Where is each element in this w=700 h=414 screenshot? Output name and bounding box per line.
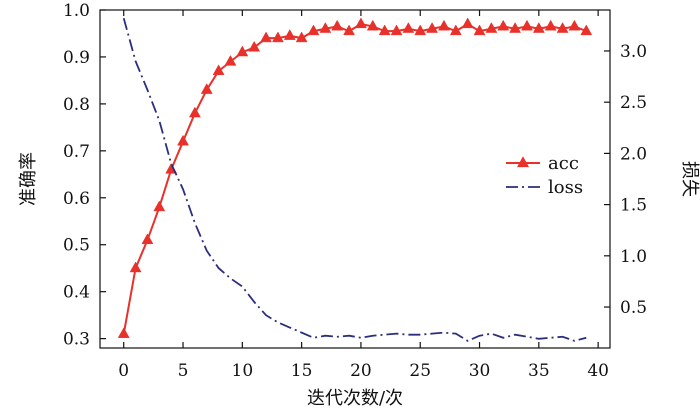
series-line-loss (122, 17, 587, 342)
y2-tick-label: 3.0 (620, 42, 647, 62)
data-point-acc (236, 45, 249, 57)
data-point-acc (355, 17, 367, 29)
plot-frame (99, 9, 611, 349)
y-tick-label: 1.0 (63, 1, 90, 21)
data-point-acc (153, 200, 166, 212)
data-point-acc (200, 83, 213, 94)
y-tick-label: 0.9 (63, 48, 90, 68)
data-point-acc (521, 19, 533, 31)
data-point-acc (331, 19, 344, 31)
x-tick-label: 35 (528, 361, 550, 381)
y2-tick-label: 1.0 (620, 247, 647, 267)
data-point-acc (473, 24, 486, 36)
y-tick-label: 0.3 (63, 330, 90, 350)
data-point-acc (378, 24, 391, 36)
data-point-acc (224, 54, 237, 66)
x-tick-label: 20 (350, 361, 372, 381)
data-point-acc (343, 24, 355, 36)
data-point-acc (319, 22, 332, 33)
data-point-acc (141, 233, 154, 245)
data-point-acc (117, 327, 130, 338)
data-point-acc (283, 29, 296, 40)
data-point-acc (485, 22, 498, 33)
data-point-acc (366, 19, 379, 31)
data-point-acc (402, 22, 415, 33)
data-point-acc (568, 19, 581, 31)
data-point-acc (426, 22, 439, 33)
y-tick-label: 0.8 (63, 95, 90, 115)
y-axis-title: 准确率 (18, 152, 39, 206)
data-point-acc (580, 24, 593, 36)
data-point-acc (271, 31, 284, 43)
x-tick-label: 10 (232, 361, 254, 381)
data-point-acc (509, 22, 522, 33)
data-point-acc (307, 24, 320, 36)
data-point-acc (390, 24, 403, 36)
data-point-acc (295, 31, 308, 43)
data-point-acc (532, 22, 545, 33)
x-tick-label: 0 (118, 361, 129, 381)
data-point-acc (449, 24, 462, 36)
x-tick-label: 15 (291, 361, 313, 381)
data-point-acc (438, 19, 450, 31)
x-tick-label: 25 (409, 361, 431, 381)
data-point-acc (461, 17, 474, 29)
data-point-acc (414, 24, 427, 36)
series-line-acc (122, 22, 587, 335)
legend-label-acc: acc (548, 153, 579, 174)
x-tick-label: 30 (469, 361, 491, 381)
data-point-acc (129, 261, 142, 273)
y-tick-label: 0.7 (63, 142, 90, 162)
series-layer (117, 17, 593, 342)
data-point-acc (188, 106, 201, 118)
data-point-acc (260, 31, 272, 43)
y2-tick-label: 2.0 (620, 144, 647, 164)
data-point-acc (497, 19, 510, 31)
x-axis-title: 迭代次数/次 (307, 388, 403, 409)
x-tick-label: 40 (587, 361, 609, 381)
data-point-acc (212, 64, 225, 76)
y2-axis-title: 损失 (679, 161, 700, 197)
x-tick-label: 5 (178, 361, 189, 381)
axes: 0 5 10 15 20 25 30 35 40 0.3 0.4 0.5 0.6 0.7 0.8 0.9 1.0… (63, 1, 647, 381)
data-point-acc (556, 22, 569, 33)
data-point-acc (248, 40, 261, 52)
legend: acc loss (506, 153, 583, 198)
y2-tick-label: 1.5 (620, 196, 647, 216)
data-point-acc (177, 134, 189, 146)
y-tick-label: 0.4 (63, 283, 90, 303)
legend-label-loss: loss (548, 177, 583, 198)
y-tick-label: 0.5 (63, 236, 90, 256)
legend-marker-acc (517, 156, 529, 168)
y2-tick-label: 0.5 (620, 298, 647, 318)
y2-tick-label: 2.5 (620, 93, 647, 113)
data-point-acc (544, 19, 557, 31)
y-tick-label: 0.6 (63, 189, 90, 209)
